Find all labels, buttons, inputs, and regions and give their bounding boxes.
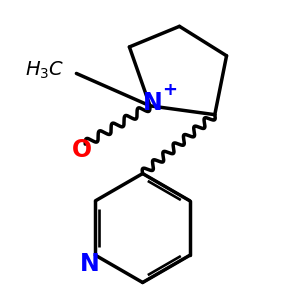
Text: N: N	[143, 91, 163, 115]
Text: +: +	[162, 81, 177, 99]
Text: N: N	[80, 252, 100, 276]
Text: O: O	[72, 138, 92, 162]
Text: $H_3C$: $H_3C$	[25, 60, 64, 81]
